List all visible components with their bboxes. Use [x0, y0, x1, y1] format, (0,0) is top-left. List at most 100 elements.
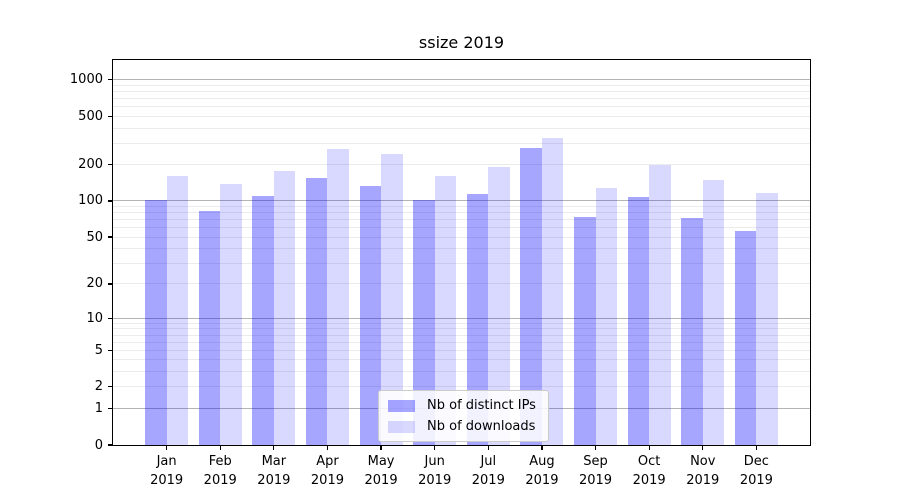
x-tick-label: Aug 2019 [525, 454, 559, 488]
x-tick-label: Jun 2019 [418, 454, 452, 488]
gridline-minor [113, 164, 810, 166]
bar [145, 199, 167, 445]
x-tick-label: Feb 2019 [203, 454, 237, 488]
y-tick-label: 0 [94, 437, 103, 453]
legend: Nb of distinct IPs Nb of downloads [378, 390, 549, 442]
gridline-minor [113, 248, 810, 250]
x-tick-label: Nov 2019 [686, 454, 720, 488]
gridline-major [113, 79, 810, 81]
y-tick-mark [108, 317, 113, 319]
y-tick-mark [108, 236, 113, 238]
x-tick-label: Jan 2019 [150, 454, 184, 488]
y-tick-mark [108, 79, 113, 81]
y-tick-label: 1 [94, 400, 103, 416]
x-tick-mark [648, 445, 650, 450]
bar [734, 231, 757, 445]
y-tick-mark [108, 200, 113, 202]
legend-entry-downloads: Nb of downloads [388, 419, 536, 434]
y-tick-mark [108, 386, 113, 388]
bar [649, 165, 671, 445]
y-tick-label: 100 [78, 193, 103, 209]
gridline-minor [113, 386, 810, 388]
bar [166, 175, 189, 445]
x-tick-mark [273, 445, 275, 450]
legend-label-distinct-ips: Nb of distinct IPs [427, 398, 536, 413]
x-tick-label: Dec 2019 [739, 454, 773, 488]
plot-area: Nb of distinct IPs Nb of downloads [113, 60, 810, 445]
y-tick-label: 20 [86, 276, 103, 292]
bar [434, 175, 457, 445]
bar [574, 217, 596, 445]
x-tick-mark [166, 445, 168, 450]
bar [220, 183, 242, 445]
y-tick-mark [108, 444, 113, 446]
y-tick-mark [108, 349, 113, 351]
gridline-minor [113, 236, 810, 238]
x-tick-mark [487, 445, 489, 450]
x-tick-mark [594, 445, 597, 450]
y-tick-label: 5 [94, 342, 103, 358]
x-tick-mark [541, 445, 543, 450]
x-tick-label: May 2019 [364, 454, 398, 488]
bar [252, 196, 274, 445]
bar [466, 194, 489, 445]
gridline-minor [113, 359, 810, 361]
gridline-minor [113, 106, 810, 108]
bar [702, 180, 725, 445]
bar [327, 149, 349, 445]
gridline-major [113, 317, 810, 319]
y-tick-label: 1000 [69, 72, 103, 88]
x-tick-label: Mar 2019 [257, 454, 291, 488]
gridline-minor [113, 371, 810, 373]
x-tick-mark [380, 445, 382, 450]
x-tick-mark [326, 445, 329, 450]
bar [595, 188, 617, 445]
bar [520, 148, 542, 445]
gridline-minor [113, 115, 810, 117]
bar [488, 166, 510, 445]
y-tick-mark [108, 283, 113, 285]
legend-entry-distinct-ips: Nb of distinct IPs [388, 398, 536, 413]
y-tick-mark [108, 115, 113, 117]
gridline-minor [113, 262, 810, 264]
bar [756, 193, 778, 445]
x-tick-label: Sep 2019 [578, 454, 613, 488]
bar [627, 196, 650, 445]
gridline-minor [113, 90, 810, 92]
x-tick-mark [702, 445, 704, 450]
y-tick-mark [108, 407, 113, 409]
y-tick-label: 2 [94, 379, 103, 395]
y-tick-label: 200 [78, 157, 103, 173]
chart-title: ssize 2019 [418, 33, 505, 52]
gridline-minor [113, 227, 810, 229]
x-tick-label: Jul 2019 [471, 454, 505, 488]
gridline-major [113, 200, 810, 202]
gridline-minor [113, 341, 810, 343]
gridline-minor [113, 142, 810, 144]
gridline-minor [113, 212, 810, 214]
gridline-minor [113, 322, 810, 324]
y-tick-label: 10 [86, 310, 103, 326]
y-tick-label: 50 [86, 229, 103, 245]
gridline-minor [113, 97, 810, 99]
bar [681, 218, 703, 445]
bar [413, 199, 435, 445]
x-tick-mark [434, 445, 436, 450]
bar [198, 210, 221, 445]
x-tick-mark [219, 445, 221, 450]
y-tick-label: 500 [78, 108, 103, 124]
y-tick-mark [108, 163, 113, 166]
legend-swatch-distinct-ips [388, 399, 415, 412]
bar [273, 170, 296, 445]
gridline-minor [113, 334, 810, 336]
gridline-minor [113, 127, 810, 129]
legend-label-downloads: Nb of downloads [427, 419, 536, 434]
x-tick-label: Oct 2019 [632, 454, 666, 488]
gridline-minor [113, 205, 810, 207]
bar [541, 138, 564, 445]
x-tick-label: Apr 2019 [310, 454, 344, 488]
x-tick-mark [755, 445, 757, 450]
bar [359, 185, 382, 445]
gridline-minor [113, 349, 810, 351]
